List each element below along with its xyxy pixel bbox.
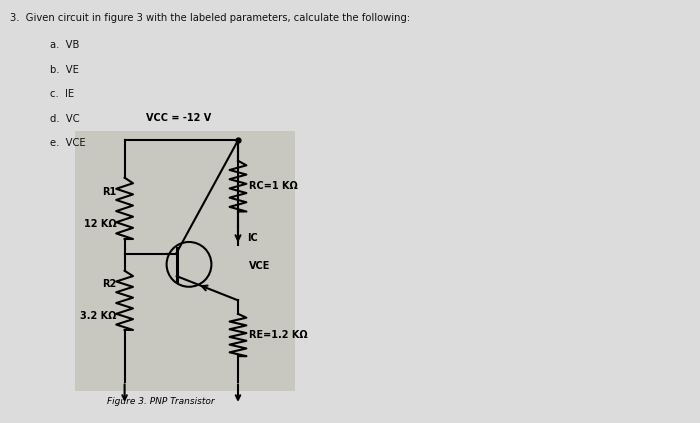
Bar xyxy=(75,131,295,391)
Text: VCC = -12 V: VCC = -12 V xyxy=(146,113,211,123)
Text: c.  IE: c. IE xyxy=(50,89,74,99)
Text: Figure 3. PNP Transistor: Figure 3. PNP Transistor xyxy=(107,397,215,406)
Text: RC=1 KΩ: RC=1 KΩ xyxy=(248,181,298,191)
Text: R1: R1 xyxy=(102,187,116,197)
Text: R2: R2 xyxy=(102,279,116,289)
Text: VCE: VCE xyxy=(248,261,270,272)
Text: b.  VE: b. VE xyxy=(50,65,79,75)
Text: IC: IC xyxy=(247,233,258,243)
Text: d.  VC: d. VC xyxy=(50,114,80,124)
Text: 3.2 KΩ: 3.2 KΩ xyxy=(80,311,116,321)
Text: RE=1.2 KΩ: RE=1.2 KΩ xyxy=(248,330,307,340)
Text: 12 KΩ: 12 KΩ xyxy=(83,220,116,229)
Text: 3.  Given circuit in figure 3 with the labeled parameters, calculate the followi: 3. Given circuit in figure 3 with the la… xyxy=(10,13,411,23)
Text: a.  VB: a. VB xyxy=(50,40,80,50)
Text: e.  VCE: e. VCE xyxy=(50,138,86,148)
